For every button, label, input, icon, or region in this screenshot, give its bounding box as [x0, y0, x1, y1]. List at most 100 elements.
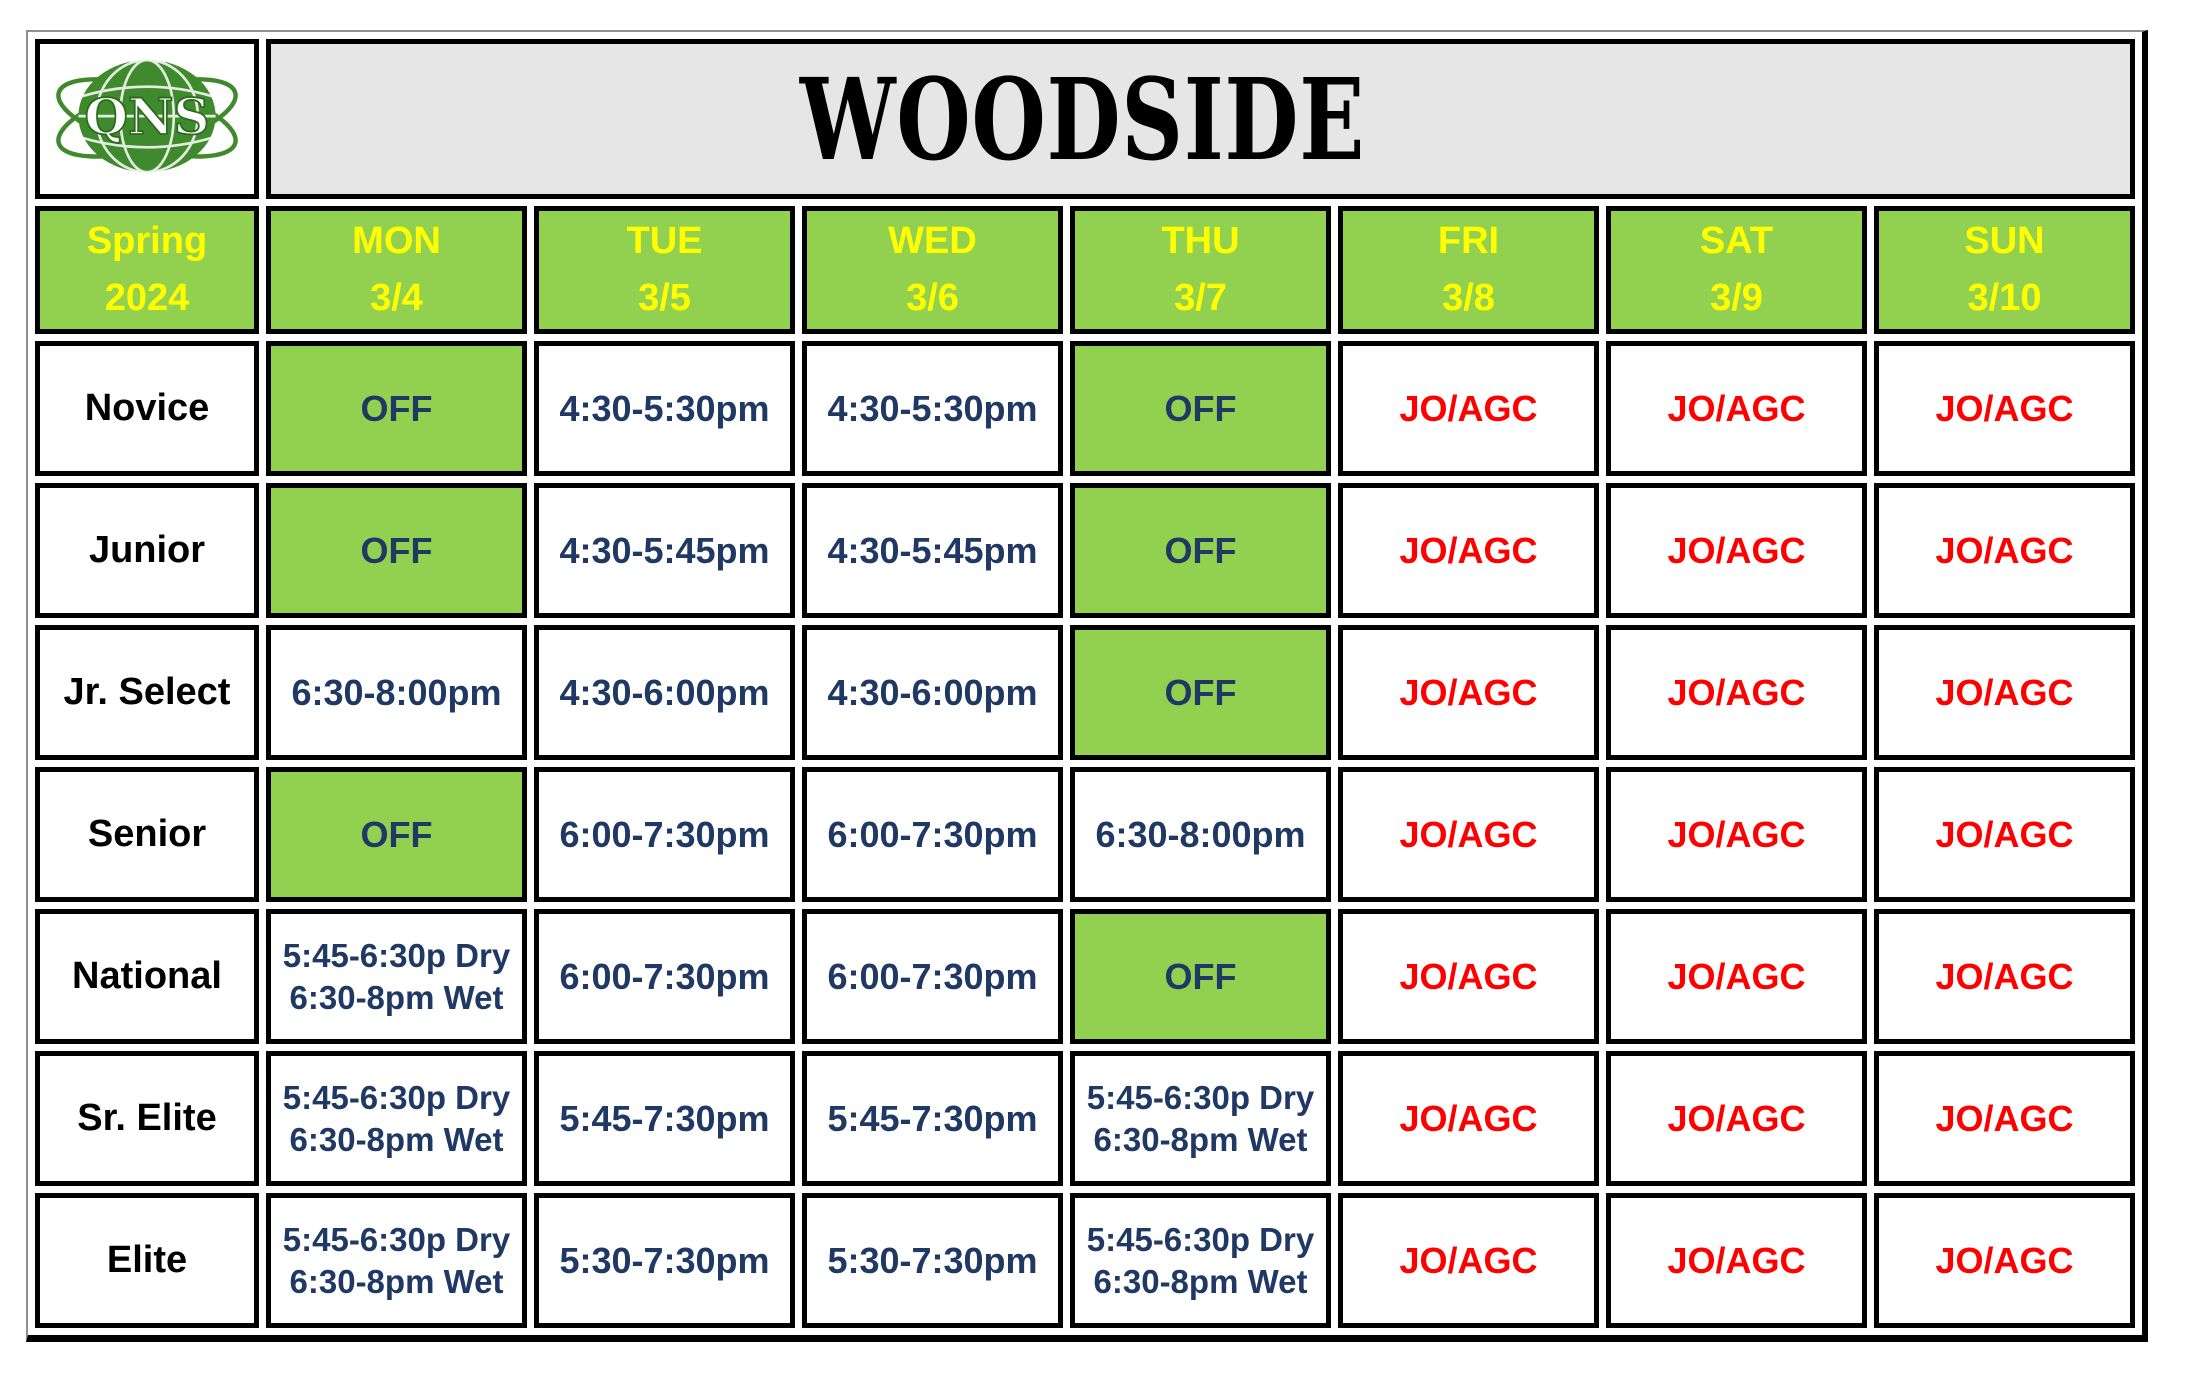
cell-text: 4:30-5:30pm [827, 388, 1038, 429]
cell-text: 5:45-6:30p Dry [282, 937, 511, 975]
cell-text: 6:00-7:30pm [827, 956, 1038, 997]
schedule-cell: JO/AGC [1874, 1051, 2135, 1186]
schedule-cell: 6:00-7:30pm [802, 909, 1063, 1044]
cell-text: 4:30-5:45pm [559, 530, 770, 571]
schedule-cell: JO/AGC [1338, 1051, 1599, 1186]
table-row: Junior OFF 4:30-5:45pm 4:30-5:45pm OFF JO/AGC… [35, 483, 2135, 618]
day-header-thu: THU 3/7 [1070, 206, 1331, 334]
cell-text: 6:30-8pm Wet [289, 1262, 504, 1300]
schedule-cell: OFF [1070, 909, 1331, 1044]
cell-text: JO/AGC [1667, 388, 1806, 429]
cell-text: JO/AGC [1667, 530, 1806, 571]
schedule-cell: JO/AGC [1874, 341, 2135, 476]
day-header-sat: SAT 3/9 [1606, 206, 1867, 334]
cell-text: JO/AGC [1399, 814, 1538, 855]
cell-text: JO/AGC [1935, 672, 2074, 713]
schedule-cell: OFF [266, 483, 527, 618]
cell-text: OFF [1164, 672, 1237, 713]
group-label: Junior [35, 483, 259, 618]
schedule-cell: 5:45-7:30pm [802, 1051, 1063, 1186]
day-date: 3/8 [1442, 277, 1495, 319]
schedule-cell: JO/AGC [1338, 341, 1599, 476]
schedule-cell: JO/AGC [1338, 483, 1599, 618]
schedule-cell: JO/AGC [1606, 483, 1867, 618]
schedule-cell: JO/AGC [1338, 909, 1599, 1044]
schedule-cell: JO/AGC [1874, 909, 2135, 1044]
table-row: Sr. Elite 5:45-6:30p Dry 6:30-8pm Wet 5:45-… [35, 1051, 2135, 1186]
schedule-sheet: QNS WOODSIDE Spring 2024 MON 3/4 TUE 3/5 WED… [26, 30, 2148, 1342]
day-date: 3/4 [370, 277, 423, 319]
cell-text: 6:00-7:30pm [559, 956, 770, 997]
day-name: THU [1161, 220, 1240, 262]
cell-text: JO/AGC [1935, 1240, 2074, 1281]
cell-text: 6:30-8pm Wet [289, 1120, 504, 1158]
schedule-cell: OFF [266, 341, 527, 476]
page-title: WOODSIDE [799, 52, 1366, 186]
cell-text: 5:45-7:30pm [827, 1098, 1038, 1139]
logo-cell: QNS [35, 39, 259, 199]
season-line2: 2024 [104, 277, 190, 319]
cell-text: OFF [1164, 956, 1237, 997]
schedule-cell: 5:45-7:30pm [534, 1051, 795, 1186]
table-row: Elite 5:45-6:30p Dry 6:30-8pm Wet 5:30-7:30… [35, 1193, 2135, 1328]
cell-text: 5:45-6:30p Dry [282, 1221, 511, 1259]
schedule-cell: OFF [1070, 483, 1331, 618]
schedule-cell: 4:30-5:45pm [534, 483, 795, 618]
group-label: National [35, 909, 259, 1044]
cell-text: JO/AGC [1667, 1098, 1806, 1139]
schedule-cell: 4:30-5:30pm [802, 341, 1063, 476]
group-label: Jr. Select [35, 625, 259, 760]
day-name: MON [352, 220, 441, 262]
group-label: Novice [35, 341, 259, 476]
cell-text: OFF [1164, 388, 1237, 429]
table-row: National 5:45-6:30p Dry 6:30-8pm Wet 6:00-7… [35, 909, 2135, 1044]
schedule-cell: JO/AGC [1606, 1051, 1867, 1186]
cell-text: 5:45-6:30p Dry [1086, 1221, 1315, 1259]
schedule-cell: JO/AGC [1874, 1193, 2135, 1328]
cell-text: JO/AGC [1667, 1240, 1806, 1281]
cell-text: 6:30-8pm Wet [289, 978, 504, 1016]
schedule-cell: JO/AGC [1606, 909, 1867, 1044]
day-name: TUE [626, 220, 703, 262]
day-date: 3/6 [906, 277, 959, 319]
cell-text: OFF [360, 814, 433, 855]
schedule-cell: 4:30-6:00pm [802, 625, 1063, 760]
cell-text: JO/AGC [1935, 814, 2074, 855]
cell-text: JO/AGC [1399, 672, 1538, 713]
schedule-cell: JO/AGC [1874, 767, 2135, 902]
season-line1: Spring [86, 220, 208, 262]
schedule-cell: JO/AGC [1606, 767, 1867, 902]
schedule-cell: 6:00-7:30pm [534, 909, 795, 1044]
table-row: Senior OFF 6:00-7:30pm 6:00-7:30pm 6:30-8:00… [35, 767, 2135, 902]
schedule-cell: 5:45-6:30p Dry 6:30-8pm Wet [266, 909, 527, 1044]
cell-text: 6:30-8:00pm [1095, 814, 1306, 855]
schedule-cell: OFF [1070, 341, 1331, 476]
cell-text: JO/AGC [1399, 1240, 1538, 1281]
schedule-cell: OFF [1070, 625, 1331, 760]
schedule-cell: JO/AGC [1338, 767, 1599, 902]
group-label: Elite [35, 1193, 259, 1328]
schedule-cell: 4:30-6:00pm [534, 625, 795, 760]
cell-text: JO/AGC [1935, 388, 2074, 429]
cell-text: JO/AGC [1399, 530, 1538, 571]
cell-text: 6:00-7:30pm [827, 814, 1038, 855]
schedule-cell: 4:30-5:45pm [802, 483, 1063, 618]
schedule-cell: JO/AGC [1606, 625, 1867, 760]
cell-text: OFF [1164, 530, 1237, 571]
cell-text: JO/AGC [1667, 672, 1806, 713]
schedule-cell: 5:45-6:30p Dry 6:30-8pm Wet [266, 1193, 527, 1328]
schedule-cell: 5:45-6:30p Dry 6:30-8pm Wet [266, 1051, 527, 1186]
day-date: 3/9 [1710, 277, 1763, 319]
cell-text: 5:45-6:30p Dry [1086, 1079, 1315, 1117]
schedule-cell: 5:30-7:30pm [802, 1193, 1063, 1328]
cell-text: JO/AGC [1399, 388, 1538, 429]
cell-text: 6:30-8pm Wet [1093, 1262, 1308, 1300]
cell-text: JO/AGC [1935, 530, 2074, 571]
day-header-tue: TUE 3/5 [534, 206, 795, 334]
cell-text: 5:45-6:30p Dry [282, 1079, 511, 1117]
cell-text: OFF [360, 388, 433, 429]
season-header: Spring 2024 [35, 206, 259, 334]
cell-text: JO/AGC [1667, 814, 1806, 855]
cell-text: JO/AGC [1935, 1098, 2074, 1139]
schedule-cell: JO/AGC [1606, 341, 1867, 476]
